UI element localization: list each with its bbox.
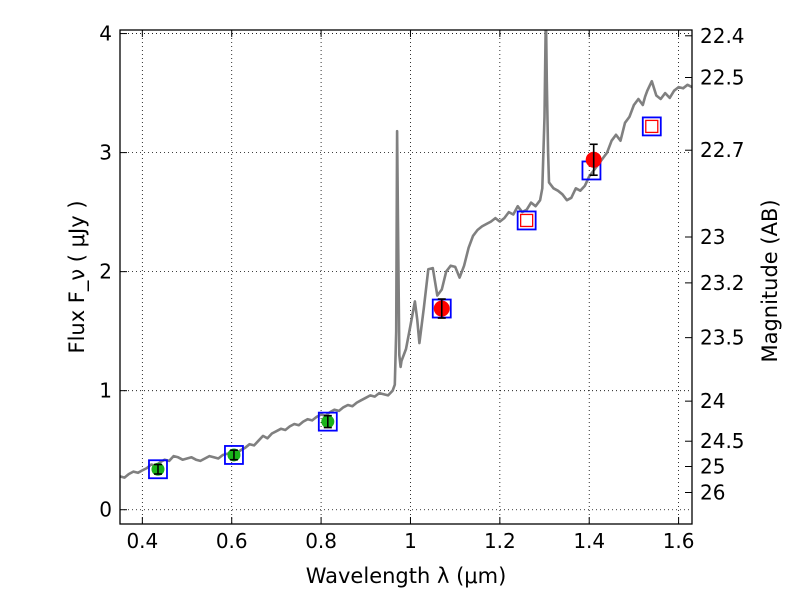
x-tick-label: 1.2	[484, 529, 516, 553]
y2-tick-label: 22.4	[700, 24, 745, 48]
plot-frame	[119, 29, 693, 525]
y2-axis-label: Magnitude (AB)	[758, 199, 782, 362]
blue-square-marker	[148, 459, 168, 480]
y2-tick-label: 24	[700, 389, 725, 413]
y2-tick-label: 23.5	[700, 326, 745, 350]
x-axis-label: Wavelength λ (μm)	[306, 564, 507, 588]
y2-tick-label: 23	[700, 225, 725, 249]
red-square-marker	[520, 213, 534, 228]
y2-tick-labels: 22.4 22.5 22.7 23 23.2 23.5 24 24.525 26	[700, 24, 745, 505]
photometry-points	[148, 116, 662, 480]
x-tick-label: 1	[404, 529, 417, 553]
y-axis-label: Flux F_ν ( μJy )	[65, 200, 90, 353]
y-tick-label: 4	[99, 22, 112, 46]
y2-tick-label: 22.5	[700, 65, 745, 89]
spectrum-line	[120, 30, 692, 479]
x-tick-label: 0.4	[126, 529, 158, 553]
y-tick-label: 3	[99, 141, 112, 165]
x-tick-label: 1.4	[573, 529, 605, 553]
x-tick-label: 1.6	[663, 529, 695, 553]
blue-square-marker	[224, 445, 244, 465]
grid-lines	[120, 30, 692, 524]
y2-tick-label: 26	[700, 481, 725, 505]
y2-tick-label: 24.5	[700, 429, 745, 453]
y2-tick-label: 23.2	[700, 271, 745, 295]
y-tick-labels: 0 1 2 3 4	[99, 22, 112, 522]
y2-tick-label: 25	[700, 454, 725, 478]
axis-ticks	[120, 30, 692, 524]
y2-tick-label: 22.7	[700, 138, 745, 162]
y-tick-label: 1	[99, 379, 112, 403]
x-tick-labels: 0.4 0.6 0.8 1 1.2 1.4 1.6	[126, 529, 694, 553]
blue-square-marker	[641, 116, 662, 137]
x-tick-label: 0.8	[305, 529, 337, 553]
blue-square-marker	[317, 411, 338, 432]
model-spectrum	[120, 30, 692, 479]
y-tick-label: 0	[99, 498, 112, 522]
red-square-marker	[645, 119, 659, 134]
y-tick-label: 2	[99, 260, 112, 284]
blue-square-marker	[516, 210, 537, 231]
x-tick-label: 0.6	[216, 529, 248, 553]
